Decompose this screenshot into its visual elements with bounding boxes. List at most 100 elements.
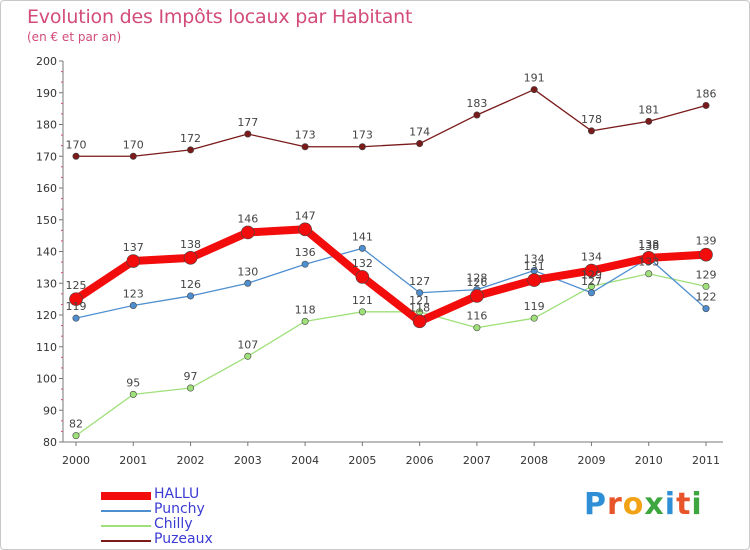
data-point-punchy — [358, 244, 366, 252]
data-label-hallu: 125 — [66, 279, 87, 292]
data-label-punchy: 123 — [123, 287, 144, 300]
x-tick-label: 2005 — [348, 454, 376, 467]
proxiti-logo: Proxiti — [584, 487, 703, 522]
logo-letter: i — [691, 487, 703, 522]
series-line-puzeaux — [75, 88, 707, 157]
data-label-punchy: 130 — [237, 265, 258, 278]
data-point-hallu — [298, 222, 312, 237]
data-point-chilly — [301, 317, 309, 325]
logo-letter: i — [664, 487, 677, 522]
x-tick-label: 2011 — [692, 454, 720, 467]
data-label-punchy: 134 — [524, 253, 545, 266]
data-label-hallu: 147 — [295, 209, 316, 222]
data-point-punchy — [129, 301, 137, 309]
data-label-chilly: 121 — [352, 294, 373, 307]
x-tick-label: 2006 — [406, 454, 434, 467]
series-line-punchy — [75, 247, 707, 319]
y-tick-label: 200 — [36, 55, 57, 68]
data-point-puzeaux — [187, 146, 195, 154]
legend-swatch — [101, 510, 151, 512]
x-tick-label: 2009 — [577, 454, 605, 467]
logo-letter: P — [584, 487, 607, 522]
data-point-punchy — [301, 260, 309, 268]
data-point-punchy — [416, 289, 424, 297]
data-point-chilly — [187, 384, 195, 392]
data-label-chilly: 129 — [581, 268, 602, 281]
data-point-punchy — [187, 292, 195, 300]
data-label-punchy: 119 — [66, 300, 87, 313]
y-tick-label: 100 — [36, 373, 57, 386]
data-label-hallu: 118 — [409, 301, 430, 314]
data-label-hallu: 137 — [123, 241, 144, 254]
data-label-puzeaux: 173 — [352, 129, 373, 142]
data-label-punchy: 127 — [581, 275, 602, 288]
data-label-puzeaux: 186 — [696, 87, 717, 100]
legend-swatch — [101, 492, 151, 500]
y-tick-label: 140 — [36, 246, 57, 259]
data-label-hallu: 138 — [638, 238, 659, 251]
data-point-chilly — [129, 390, 137, 398]
data-label-hallu: 126 — [466, 276, 487, 289]
data-point-chilly — [72, 432, 80, 440]
data-point-hallu — [699, 247, 713, 262]
series-line-chilly — [75, 273, 707, 437]
data-label-punchy: 126 — [180, 278, 201, 291]
data-label-chilly: 133 — [638, 256, 659, 269]
data-label-punchy: 136 — [295, 246, 316, 259]
data-label-chilly: 119 — [524, 300, 545, 313]
data-point-puzeaux — [301, 143, 309, 151]
data-label-chilly: 82 — [69, 418, 83, 431]
legend-label: Puzeaux — [154, 531, 213, 547]
x-tick-label: 2002 — [177, 454, 205, 467]
data-label-punchy: 128 — [466, 272, 487, 285]
x-tick-label: 2007 — [463, 454, 491, 467]
data-point-punchy — [244, 279, 252, 287]
logo-letter: t — [676, 487, 692, 522]
data-label-puzeaux: 191 — [524, 72, 545, 85]
data-point-hallu — [183, 251, 198, 265]
data-point-chilly — [244, 352, 252, 360]
data-point-punchy — [702, 305, 710, 313]
data-label-puzeaux: 183 — [466, 97, 487, 110]
legend-label: Chilly — [154, 516, 193, 532]
data-label-chilly: 118 — [295, 303, 316, 316]
y-tick-label: 90 — [43, 404, 57, 417]
data-point-puzeaux — [129, 152, 137, 160]
series-line-hallu — [72, 225, 710, 326]
x-tick-label: 2000 — [62, 454, 90, 467]
data-label-punchy: 141 — [352, 230, 373, 243]
data-point-puzeaux — [645, 117, 653, 125]
data-point-puzeaux — [530, 86, 538, 94]
x-tick-label: 2008 — [520, 454, 548, 467]
data-label-chilly: 95 — [126, 376, 140, 389]
data-point-chilly — [530, 314, 538, 322]
data-label-hallu: 146 — [237, 212, 258, 225]
data-point-hallu — [126, 254, 141, 268]
data-point-puzeaux — [244, 130, 252, 138]
data-point-hallu — [355, 270, 370, 284]
data-label-chilly: 121 — [409, 294, 430, 307]
data-point-chilly — [473, 324, 481, 332]
data-point-punchy — [72, 314, 80, 322]
data-point-hallu — [69, 292, 83, 306]
data-label-puzeaux: 181 — [638, 103, 659, 116]
logo-letter: o — [622, 487, 645, 522]
data-label-hallu: 131 — [524, 260, 545, 273]
y-tick-label: 190 — [36, 87, 57, 100]
y-tick-label: 180 — [36, 119, 57, 132]
data-point-puzeaux — [72, 152, 80, 160]
data-label-hallu: 132 — [352, 257, 373, 270]
y-tick-label: 120 — [36, 309, 57, 322]
data-point-puzeaux — [358, 143, 366, 151]
data-point-hallu — [641, 251, 656, 265]
data-label-puzeaux: 173 — [295, 129, 316, 142]
x-tick-label: 2010 — [635, 454, 663, 467]
x-tick-label: 2004 — [291, 454, 319, 467]
data-point-hallu — [412, 314, 427, 329]
data-label-puzeaux: 174 — [409, 126, 430, 139]
chart-title: Evolution des Impôts locaux par Habitant — [27, 6, 413, 28]
data-point-chilly — [645, 270, 653, 278]
data-label-hallu: 138 — [180, 238, 201, 251]
